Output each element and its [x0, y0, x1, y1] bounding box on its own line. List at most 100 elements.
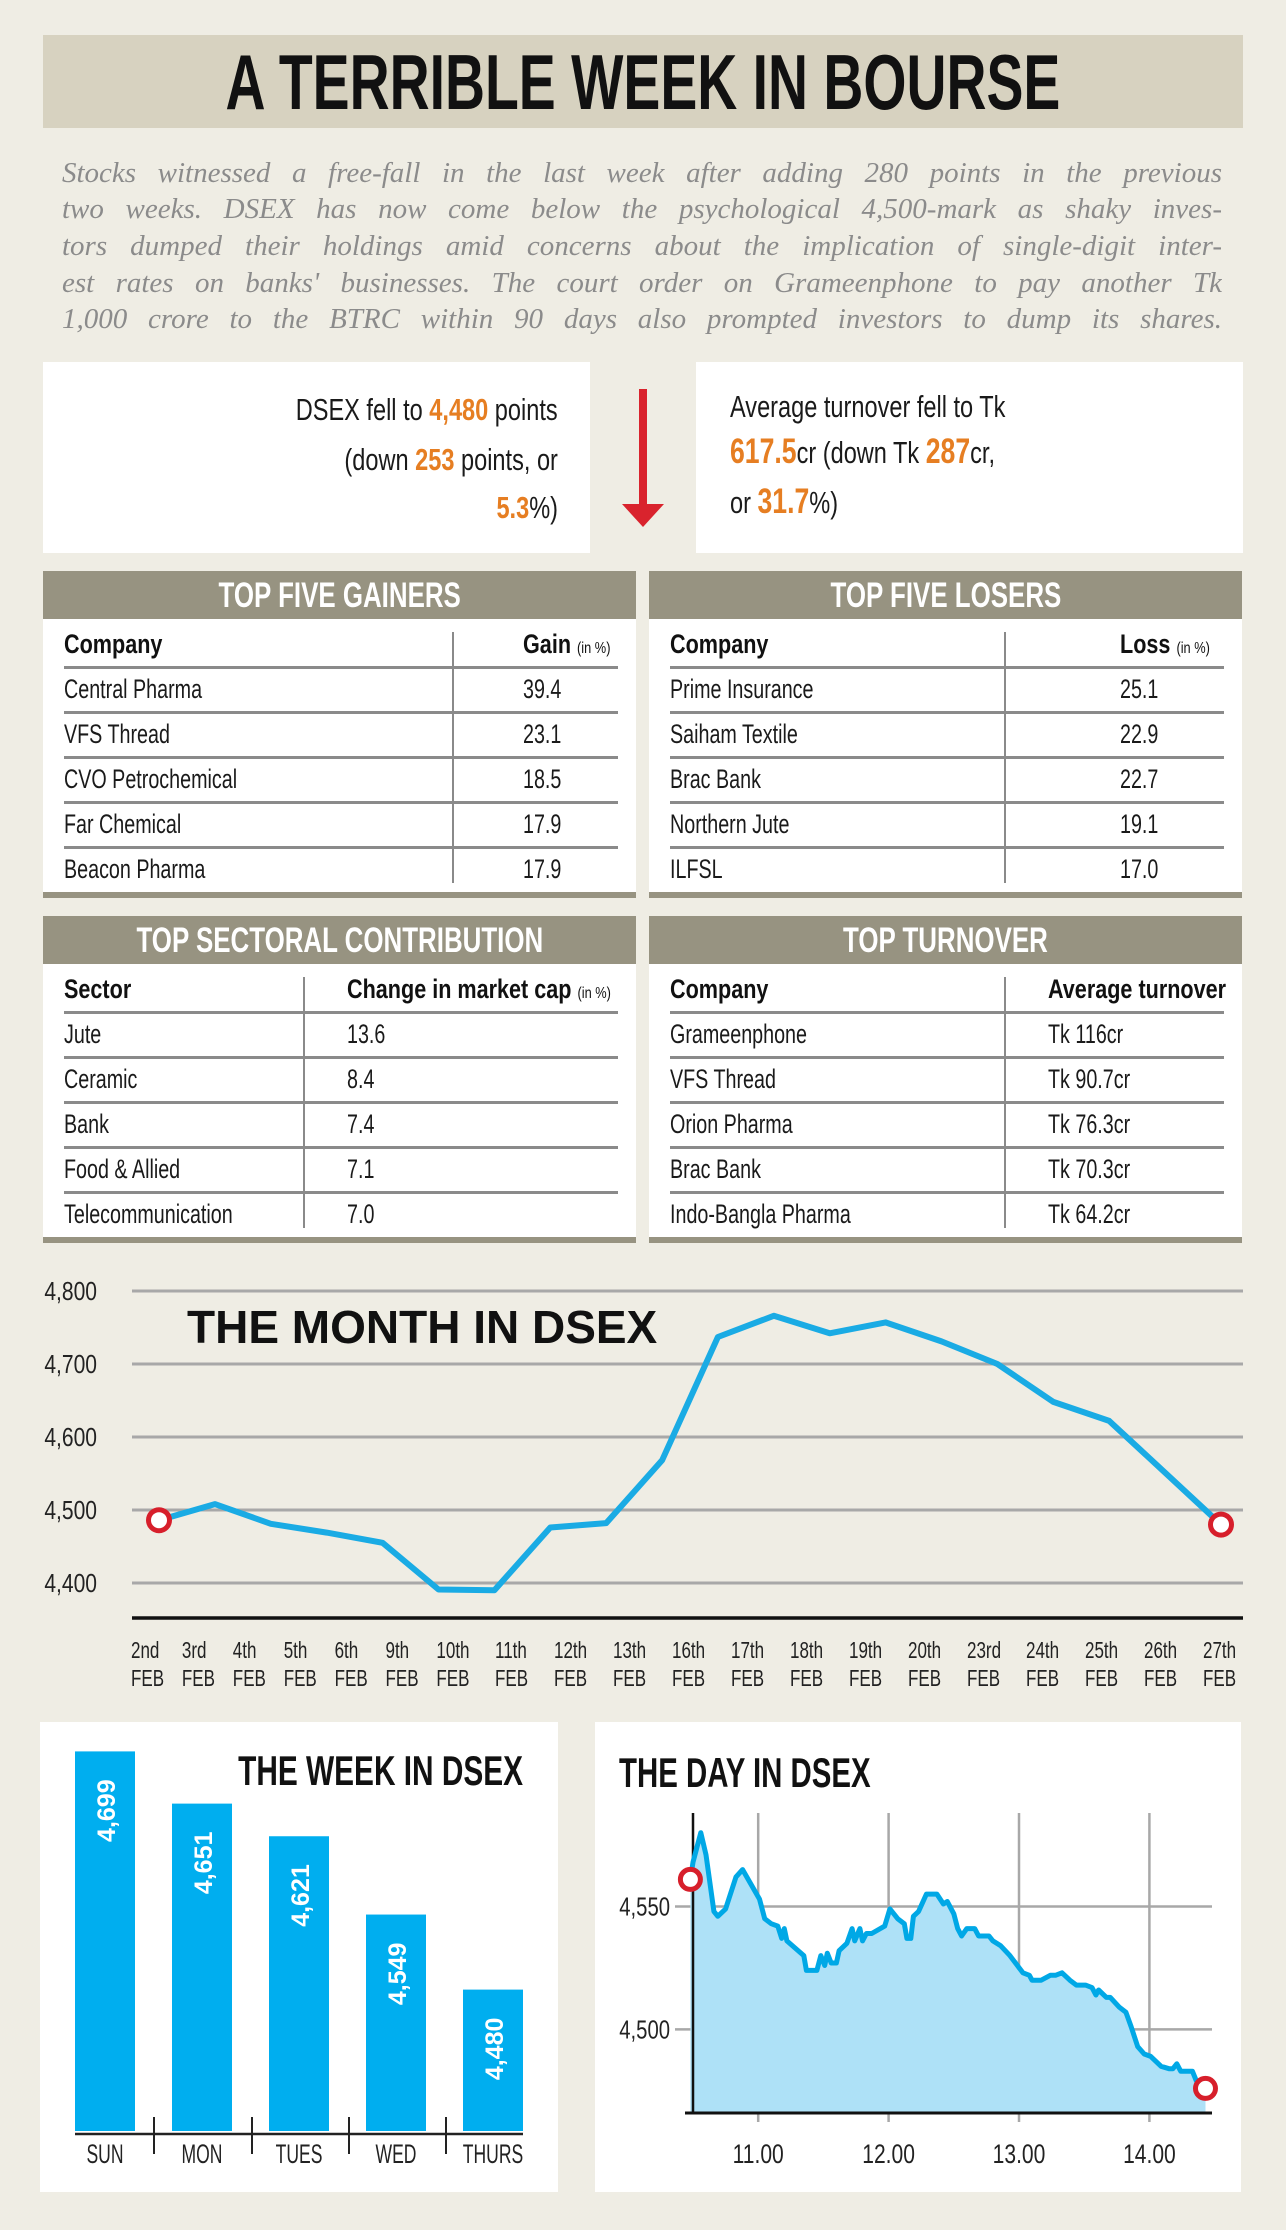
- x-tick-label-group: 19th: [849, 1639, 882, 1664]
- page-title: A TERRIBLE WEEK IN BOURSE: [225, 37, 1061, 126]
- row-name: VFS Thread: [64, 719, 170, 749]
- x-tick-label-group: 5th: [284, 1639, 308, 1664]
- x-tick-day: 18th: [790, 1639, 823, 1664]
- dsex-stat-text: 5.3%): [496, 490, 558, 526]
- table-row: Brac Bank 22.7: [649, 757, 1242, 802]
- row-value: 13.6: [347, 1019, 386, 1049]
- table-row: VFS Thread 23.1: [43, 712, 636, 757]
- table-row: CVO Petrochemical 18.5: [43, 757, 636, 802]
- y-tick-label-group: 4,500: [44, 1497, 97, 1526]
- row-value: 19.1: [1120, 809, 1159, 839]
- x-tick-label-group: 13th: [613, 1639, 646, 1664]
- x-tick-label-group: FEB: [335, 1667, 368, 1692]
- intro-line: est rates on banks' businesses. The cour…: [62, 267, 1222, 299]
- table-row: Bank 7.4: [43, 1102, 636, 1147]
- x-tick-day: 5th: [284, 1639, 308, 1664]
- dsex-stat-line: 5.3%): [43, 490, 558, 526]
- turnover-stat-line: 617.5cr (down Tk 287cr,: [730, 434, 1230, 471]
- x-tick-month: FEB: [554, 1667, 587, 1692]
- column-header-unit: (in %): [577, 985, 611, 1002]
- x-tick-label: 11.00: [733, 2140, 784, 2170]
- row-name: Orion Pharma: [670, 1109, 793, 1139]
- x-tick-label-group: 4th: [233, 1639, 257, 1664]
- x-tick-label-group: 16th: [672, 1639, 705, 1664]
- dsex-stat-text: DSEX fell to 4,480 points: [296, 392, 558, 428]
- x-tick-day: 19th: [849, 1639, 882, 1664]
- top-gainers-table: TOP FIVE GAINERS Company Gain (in %) Cen…: [43, 571, 636, 898]
- x-tick-label-group: 11.00: [733, 2140, 784, 2170]
- row-divider: [64, 1191, 618, 1194]
- row-divider: [64, 1146, 618, 1149]
- bar-value-label: 4,651: [190, 1832, 218, 1895]
- day-area-chart: THE DAY IN DSEX 4,500 4,550 11.00 12.00 13.00…: [619, 1749, 1218, 2170]
- x-tick-day: 9th: [386, 1639, 410, 1664]
- y-tick-label: 4,500: [44, 1497, 97, 1526]
- x-tick-label-group: FEB: [1144, 1667, 1177, 1692]
- bar-value-label: 4,480: [481, 2018, 509, 2081]
- row-value: Tk 116cr: [1048, 1019, 1124, 1049]
- column-header-text: Sector: [64, 974, 132, 1004]
- row-name: Central Pharma: [64, 674, 203, 704]
- column-header-text: Gain (in %): [523, 627, 610, 666]
- x-tick-day: 6th: [335, 1639, 359, 1664]
- category-label: WED: [376, 2138, 417, 2169]
- column-header-text: Loss (in %): [1120, 627, 1210, 666]
- row-value: 17.9: [523, 854, 562, 884]
- table-row: Saiham Textile 22.9: [649, 712, 1242, 757]
- chart-title: THE MONTH IN DSEX: [187, 1301, 658, 1353]
- x-tick-label-group: 6th: [335, 1639, 359, 1664]
- x-tick-label-group: FEB: [1203, 1667, 1236, 1692]
- table-title: TOP SECTORAL CONTRIBUTION: [136, 920, 543, 960]
- x-tick-day: 26th: [1144, 1639, 1177, 1664]
- row-name: Far Chemical: [64, 809, 182, 839]
- dsex-month-line: [156, 1312, 1224, 1594]
- x-tick-label-group: FEB: [284, 1667, 317, 1692]
- stat-number: 253: [415, 442, 455, 477]
- x-tick-day: 11th: [495, 1639, 527, 1664]
- row-name: Jute: [64, 1019, 102, 1049]
- column-header-text: Company: [670, 629, 769, 659]
- x-tick-label-group: 2nd: [131, 1639, 159, 1664]
- table-footer-bar: [43, 892, 636, 898]
- stat-text: cr,: [970, 435, 996, 470]
- x-tick-day: 2nd: [131, 1639, 159, 1664]
- bar-value-label: 4,549: [384, 1943, 412, 2006]
- x-tick-label-group: 24th: [1026, 1639, 1059, 1664]
- stat-text: or: [730, 485, 758, 520]
- row-value: 8.4: [347, 1064, 375, 1094]
- row-divider: [64, 1011, 618, 1014]
- category-label-group: THURS: [463, 2138, 523, 2169]
- row-divider: [670, 801, 1224, 804]
- y-tick-label-group: 4,400: [44, 1570, 97, 1599]
- table-row: Telecommunication 7.0: [43, 1192, 636, 1237]
- x-tick-label-group: FEB: [495, 1667, 528, 1692]
- chart-title-group: THE WEEK IN DSEX: [238, 1747, 523, 1794]
- stat-number: 5.3: [496, 490, 530, 525]
- row-value: 22.9: [1120, 719, 1159, 749]
- dsex-stat-line: (down 253 points, or: [43, 442, 558, 478]
- row-value: 25.1: [1120, 674, 1159, 704]
- dsex-stat-line: DSEX fell to 4,480 points: [43, 392, 558, 428]
- x-tick-label-group: FEB: [1026, 1667, 1059, 1692]
- endpoint-marker: [146, 1507, 172, 1534]
- x-tick-month: FEB: [967, 1667, 1000, 1692]
- x-tick-month: FEB: [182, 1667, 215, 1692]
- x-tick-label-group: FEB: [233, 1667, 266, 1692]
- y-tick-label: 4,500: [619, 2015, 670, 2044]
- x-tick-label-group: FEB: [790, 1667, 823, 1692]
- table-row: Far Chemical 17.9: [43, 802, 636, 847]
- column-header-text: Company: [64, 629, 163, 659]
- x-tick-day: 20th: [908, 1639, 941, 1664]
- stat-text: %): [529, 490, 558, 525]
- x-tick-month: FEB: [908, 1667, 941, 1692]
- row-value: 7.1: [347, 1154, 375, 1184]
- y-tick-label-group: 4,550: [619, 1892, 670, 1921]
- x-tick-label-group: 25th: [1085, 1639, 1118, 1664]
- row-name: Indo-Bangla Pharma: [670, 1199, 851, 1229]
- chart-title: THE DAY IN DSEX: [619, 1749, 871, 1797]
- x-tick-month: FEB: [849, 1667, 882, 1692]
- x-tick-month: FEB: [495, 1667, 528, 1692]
- top-losers-table: TOP FIVE LOSERS Company Loss (in %) Prim…: [649, 571, 1242, 898]
- row-value: 17.9: [523, 809, 562, 839]
- y-tick-label-group: 4,700: [44, 1351, 97, 1380]
